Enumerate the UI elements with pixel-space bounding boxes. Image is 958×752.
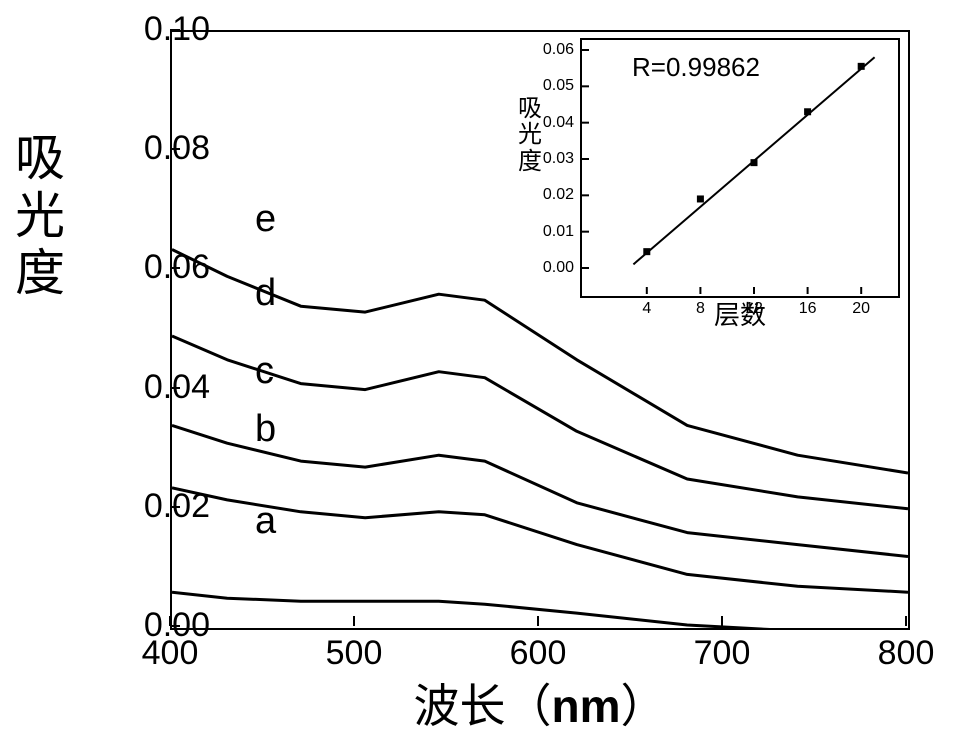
inset-x-tick-label: 4: [632, 300, 662, 318]
main-y-tick-label: 0.08: [90, 129, 210, 168]
main-y-axis-label: 吸 光 度: [10, 130, 70, 303]
inset-y-tick-label: 0.05: [514, 77, 574, 95]
main-y-tick-label: 0.06: [90, 248, 210, 287]
main-x-tick-label: 600: [498, 634, 578, 673]
curve-c: [172, 425, 908, 556]
inset-data-point: [643, 248, 650, 255]
main-y-tick-label: 0.02: [90, 487, 210, 526]
main-y-tick-mark: [170, 625, 180, 627]
main-y-tick-mark: [170, 29, 180, 31]
main-x-tick-mark: [721, 616, 723, 626]
inset-y-tick-label: 0.00: [514, 259, 574, 277]
curve-d: [172, 336, 908, 509]
main-y-tick-mark: [170, 148, 180, 150]
inset-x-tick-label: 16: [793, 300, 823, 318]
main-x-tick-label: 700: [682, 634, 762, 673]
inset-x-tick-label: 20: [846, 300, 876, 318]
curve-label-d: d: [255, 272, 276, 315]
inset-data-point: [804, 108, 811, 115]
main-x-tick-mark: [353, 616, 355, 626]
inset-x-tick-label: 12: [739, 300, 769, 318]
main-y-tick-mark: [170, 506, 180, 508]
main-x-tick-label: 800: [866, 634, 946, 673]
main-x-tick-label: 500: [314, 634, 394, 673]
curve-label-b: b: [255, 408, 276, 451]
inset-y-tick-label: 0.06: [514, 41, 574, 59]
main-x-tick-mark: [905, 616, 907, 626]
curve-label-a: a: [255, 500, 276, 543]
figure-root: 吸 光 度 波长（nm） R=0.99862 吸 光 度 层数 0.000.01…: [0, 0, 958, 752]
r-value-label: R=0.99862: [632, 52, 760, 83]
inset-data-point: [858, 63, 865, 70]
inset-y-tick-label: 0.01: [514, 223, 574, 241]
inset-y-tick-label: 0.04: [514, 114, 574, 132]
inset-data-point: [751, 159, 758, 166]
curve-a: [172, 592, 908, 628]
curve-b: [172, 488, 908, 592]
inset-y-tick-label: 0.02: [514, 186, 574, 204]
curve-label-e: e: [255, 198, 276, 241]
main-y-tick-mark: [170, 387, 180, 389]
main-x-tick-label: 400: [130, 634, 210, 673]
main-x-tick-mark: [169, 616, 171, 626]
main-x-tick-mark: [537, 616, 539, 626]
main-y-tick-mark: [170, 267, 180, 269]
inset-data-point: [697, 195, 704, 202]
inset-plot-area: R=0.99862 吸 光 度 层数 0.000.010.020.030.040…: [580, 38, 900, 298]
main-plot-area: R=0.99862 吸 光 度 层数 0.000.010.020.030.040…: [170, 30, 910, 630]
main-y-tick-label: 0.04: [90, 368, 210, 407]
inset-y-tick-label: 0.03: [514, 150, 574, 168]
main-x-axis-label: 波长（nm）: [170, 670, 910, 736]
main-y-tick-label: 0.10: [90, 10, 210, 49]
inset-x-tick-label: 8: [685, 300, 715, 318]
curve-label-c: c: [255, 350, 274, 393]
